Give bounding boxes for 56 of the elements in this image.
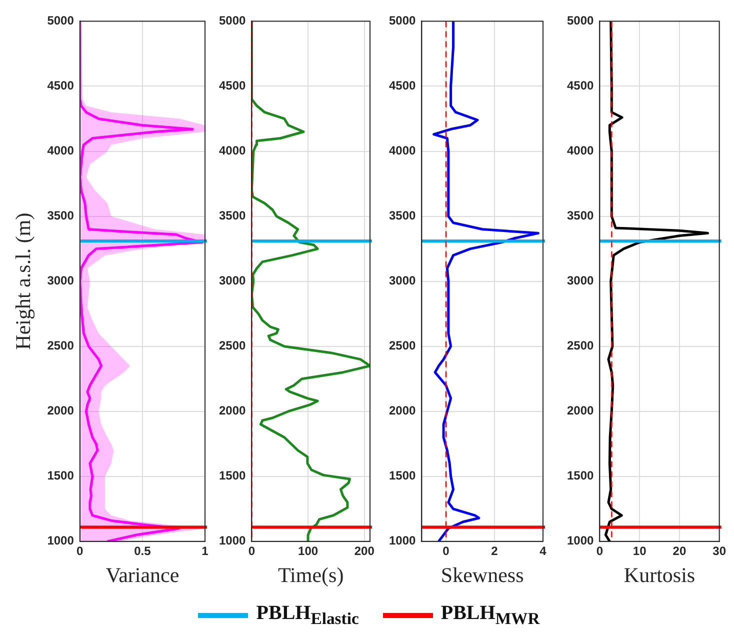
y-tick-label: 3500 — [388, 208, 416, 223]
y-tick-label: 2000 — [47, 404, 74, 418]
y-tick-label: 4500 — [218, 78, 246, 93]
y-tick-label: 4000 — [218, 144, 246, 158]
y-tick-label: 1000 — [566, 534, 594, 548]
x-axis-title: Variance — [106, 562, 180, 587]
y-tick-label: 2500 — [388, 338, 416, 353]
x-tick-label: 100 — [298, 544, 318, 558]
y-tick-label: 4000 — [388, 144, 416, 158]
y-tick-label: 4500 — [388, 78, 416, 93]
x-tick-label: 20 — [672, 544, 686, 558]
y-tick-label: 5000 — [388, 14, 416, 28]
x-tick-label: 0.5 — [134, 544, 152, 558]
y-tick-label: 5000 — [218, 14, 246, 28]
y-tick-label: 4000 — [566, 144, 594, 158]
x-tick-label: 0 — [248, 544, 256, 558]
y-tick-label: 2000 — [388, 404, 416, 418]
y-tick-label: 4500 — [47, 78, 74, 93]
y-tick-label: 2500 — [47, 338, 74, 353]
y-tick-label: 3000 — [566, 274, 594, 288]
x-tick-label: 4 — [540, 544, 547, 558]
y-tick-label: 3500 — [47, 208, 74, 223]
y-tick-label: 4500 — [566, 78, 594, 93]
x-tick-label: 0 — [442, 544, 450, 558]
x-tick-label: 200 — [354, 544, 375, 558]
y-tick-label: 1500 — [388, 468, 416, 483]
x-axis-title: Time(s) — [278, 562, 344, 587]
y-tick-label: 1000 — [388, 534, 416, 548]
y-tick-label: 3500 — [218, 208, 246, 223]
x-tick-label: 10 — [632, 544, 647, 558]
y-tick-label: 2500 — [566, 338, 594, 353]
y-tick-label: 1000 — [218, 534, 246, 548]
x-axis-title: Kurtosis — [624, 562, 696, 587]
y-tick-label: 2000 — [566, 404, 594, 418]
y-tick-label: 5000 — [566, 14, 594, 28]
x-tick-label: 0 — [76, 544, 84, 558]
y-tick-label: 3000 — [218, 274, 246, 288]
y-tick-label: 1000 — [47, 534, 74, 548]
y-tick-label: 2000 — [218, 404, 246, 418]
y-tick-label: 3500 — [566, 208, 594, 223]
y-tick-label: 1500 — [47, 468, 74, 483]
y-tick-label: 4000 — [47, 144, 74, 158]
legend-label: PBLH$_{MWR}$ — [440, 602, 540, 629]
x-tick-label: 2 — [491, 544, 498, 558]
y-tick-label: 2500 — [218, 338, 246, 353]
y-tick-label: 5000 — [47, 14, 74, 28]
y-tick-label: 3000 — [388, 274, 416, 288]
legend-label: PBLH$_{Elastic}$ — [256, 602, 359, 629]
x-tick-label: 30 — [712, 544, 726, 558]
y-tick-label: 3000 — [47, 274, 74, 288]
x-tick-label: 0 — [596, 544, 604, 558]
y-axis-title: Height a.s.l. (m) — [11, 212, 36, 350]
x-axis-title: Skewness — [440, 562, 524, 587]
y-tick-label: 1500 — [566, 468, 594, 483]
y-tick-label: 1500 — [218, 468, 246, 483]
x-tick-label: 1 — [202, 544, 209, 558]
